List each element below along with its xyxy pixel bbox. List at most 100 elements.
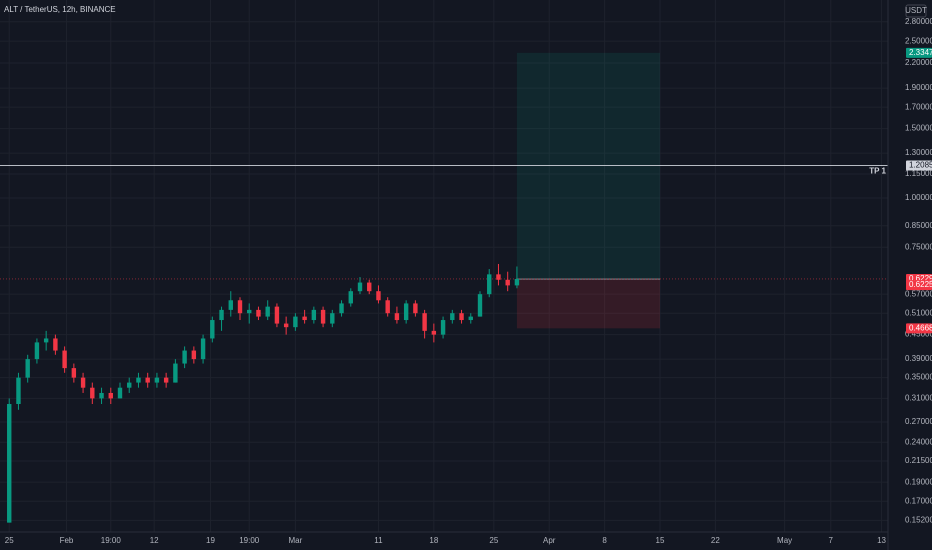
candle-body bbox=[514, 278, 520, 286]
candle-body bbox=[25, 359, 30, 378]
candle-body bbox=[145, 377, 150, 383]
candle-body bbox=[43, 338, 49, 343]
x-tick-label: May bbox=[777, 536, 792, 545]
candle-body bbox=[450, 313, 455, 321]
y-tick-label: 0.24000 bbox=[905, 437, 932, 446]
chart-title: ALT / TetherUS, 12h, BINANCE bbox=[4, 5, 116, 14]
y-tick-label: 0.19000 bbox=[905, 477, 932, 486]
y-tick-label: 0.45000 bbox=[905, 330, 932, 339]
y-tick-label: 2.50000 bbox=[905, 36, 932, 45]
target-tag: 2.33474 bbox=[909, 48, 932, 57]
candle-body bbox=[99, 392, 104, 399]
x-tick-label: 19 bbox=[206, 536, 215, 545]
candle-body bbox=[228, 300, 233, 310]
candle-body bbox=[468, 316, 473, 321]
y-tick-label: 0.39000 bbox=[905, 354, 932, 363]
stop-tag-bg bbox=[906, 323, 932, 334]
x-tick-label: 19:00 bbox=[101, 536, 122, 545]
candle-body bbox=[283, 323, 289, 328]
candle-body bbox=[182, 350, 187, 364]
tp-tag: 1.20853 bbox=[909, 161, 932, 170]
candle-body bbox=[256, 309, 261, 317]
candle-body bbox=[487, 274, 492, 295]
candle-body bbox=[413, 303, 418, 314]
candle-body bbox=[274, 306, 280, 324]
candle-body bbox=[136, 377, 141, 383]
y-tick-label: 0.57000 bbox=[905, 289, 932, 298]
candle-body bbox=[210, 320, 215, 339]
candle-body bbox=[265, 306, 270, 317]
y-tick-label: 0.75000 bbox=[905, 242, 932, 251]
candle-body bbox=[154, 377, 160, 383]
y-tick-label: 1.70000 bbox=[905, 102, 932, 111]
candle-body bbox=[34, 342, 40, 360]
candle-body bbox=[7, 404, 12, 523]
candle-body bbox=[200, 338, 206, 360]
candle-body bbox=[247, 309, 252, 314]
entry-tag-bg bbox=[906, 280, 932, 291]
candle-body bbox=[385, 300, 390, 314]
candle-body bbox=[376, 291, 381, 301]
x-tick-label: Apr bbox=[543, 536, 556, 545]
stop-tag: 0.46685 bbox=[909, 323, 932, 332]
candle-body bbox=[496, 274, 501, 280]
x-tick-label: Mar bbox=[288, 536, 302, 545]
y-tick-label: 1.50000 bbox=[905, 124, 932, 133]
candle-body bbox=[459, 313, 464, 321]
candle-body bbox=[191, 350, 197, 360]
y-tick-label: 1.00000 bbox=[905, 193, 932, 202]
y-tick-label: 1.90000 bbox=[905, 83, 932, 92]
y-tick-label: 2.20000 bbox=[905, 58, 932, 67]
x-tick-label: 25 bbox=[5, 536, 14, 545]
y-tick-label: 0.51000 bbox=[905, 308, 932, 317]
candle-body bbox=[127, 382, 132, 388]
candle-body bbox=[330, 313, 335, 324]
candle-body bbox=[357, 282, 363, 292]
y-tick-label: 0.15200 bbox=[905, 515, 932, 524]
candle-body bbox=[163, 377, 169, 383]
x-tick-label: 25 bbox=[489, 536, 498, 545]
candle-body bbox=[320, 309, 326, 324]
current-price-tag: 0.62296 bbox=[909, 274, 932, 283]
x-tick-label: Feb bbox=[60, 536, 74, 545]
x-tick-label: 12 bbox=[150, 536, 159, 545]
candle-body bbox=[62, 350, 67, 369]
candle-body bbox=[394, 313, 400, 321]
profit-zone bbox=[516, 52, 660, 280]
tp-label: TP 1 bbox=[869, 167, 886, 176]
candle-body bbox=[90, 387, 95, 399]
candle-body bbox=[431, 330, 437, 335]
candle-body bbox=[53, 338, 58, 351]
loss-zone bbox=[516, 279, 660, 329]
currency-bg bbox=[905, 4, 927, 18]
x-tick-label: 13 bbox=[877, 536, 886, 545]
candle-body bbox=[339, 303, 344, 314]
candle-body bbox=[71, 368, 77, 378]
x-tick-label: 7 bbox=[829, 536, 834, 545]
y-tick-label: 0.21500 bbox=[905, 456, 932, 465]
candle-body bbox=[367, 282, 372, 292]
x-tick-label: 8 bbox=[602, 536, 607, 545]
target-tag-bg bbox=[906, 47, 932, 58]
candle-body bbox=[348, 291, 353, 304]
y-tick-label: 1.30000 bbox=[905, 148, 932, 157]
plot-area bbox=[0, 0, 888, 532]
x-tick-label: 22 bbox=[711, 536, 720, 545]
y-tick-label: 0.17000 bbox=[905, 496, 932, 505]
currency: USDT bbox=[905, 6, 927, 15]
y-tick-label: 0.31000 bbox=[905, 394, 932, 403]
time-axis bbox=[0, 532, 888, 550]
candle-body bbox=[422, 313, 427, 331]
y-tick-label: 0.85000 bbox=[905, 221, 932, 230]
candle-body bbox=[117, 387, 123, 399]
tp-tag-bg bbox=[906, 160, 932, 171]
candle-body bbox=[505, 279, 510, 286]
x-tick-label: 11 bbox=[374, 536, 383, 545]
x-tick-label: 19:00 bbox=[239, 536, 260, 545]
candle-body bbox=[219, 309, 224, 321]
candle-body bbox=[477, 294, 483, 317]
y-tick-label: 0.35000 bbox=[905, 373, 932, 382]
candle-body bbox=[173, 363, 178, 383]
